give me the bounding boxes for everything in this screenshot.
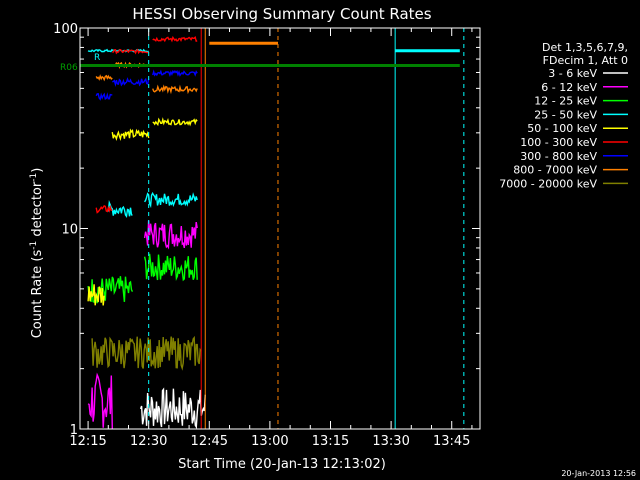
timestamp: 20-Jan-2013 12:56 bbox=[561, 469, 636, 478]
y-tick-label: 100 bbox=[53, 22, 78, 37]
series-2-segment-2 bbox=[143, 220, 198, 250]
x-tick-label: 12:30 bbox=[130, 434, 167, 449]
x-tick-label: 13:15 bbox=[312, 434, 349, 449]
series-5-segment-1 bbox=[87, 284, 105, 306]
series-5-segment-3 bbox=[152, 117, 198, 127]
x-tick-label: 12:45 bbox=[191, 434, 228, 449]
marker-label-r: R bbox=[94, 53, 100, 63]
plot-frame bbox=[79, 27, 481, 430]
x-tick-label: 13:30 bbox=[372, 434, 409, 449]
legend-label: 12 - 25 keV bbox=[534, 95, 597, 108]
y-tick-label: 10 bbox=[61, 223, 78, 238]
series-7-segment-2 bbox=[112, 77, 150, 87]
y-axis-label: Count Rate (s-1 detector-1) bbox=[29, 168, 45, 339]
legend-label: 6 - 12 keV bbox=[541, 81, 597, 94]
series-7-segment-1 bbox=[95, 92, 113, 101]
series-6-segment-1 bbox=[95, 204, 113, 214]
legend-label: 25 - 50 keV bbox=[534, 108, 597, 121]
axis-ticks: 12:15 12:30 12:45 13:00 13:15 13:30 13:45 1 10 10… bbox=[53, 22, 480, 449]
x-tick-label: 12:15 bbox=[69, 434, 106, 449]
series-8-segment-3 bbox=[152, 84, 198, 95]
series-3-segment-2 bbox=[143, 253, 198, 282]
legend-title-1: Det 1,3,5,6,7,9, bbox=[542, 41, 628, 54]
series-5-segment-2 bbox=[111, 128, 150, 142]
chart-title: HESSI Observing Summary Count Rates bbox=[132, 5, 431, 23]
y-tick-label: 1 bbox=[70, 423, 78, 438]
legend-label: 100 - 300 keV bbox=[520, 136, 597, 149]
series-2-segment-1 bbox=[87, 372, 113, 429]
series-layer bbox=[87, 35, 460, 430]
series-6-segment-2 bbox=[112, 48, 149, 55]
series-9-segment-1 bbox=[91, 335, 202, 371]
legend-label: 300 - 800 keV bbox=[520, 150, 597, 163]
series-8-segment-1 bbox=[95, 74, 113, 82]
x-tick-label: 13:45 bbox=[433, 434, 470, 449]
legend-label: 50 - 100 keV bbox=[527, 122, 597, 135]
legend-label: 7000 - 20000 keV bbox=[499, 177, 597, 190]
series-1-segment-1 bbox=[139, 387, 206, 430]
series-4-segment-2 bbox=[107, 200, 133, 219]
x-axis-label: Start Time (20-Jan-13 12:13:02) bbox=[178, 457, 386, 472]
series-6-segment-3 bbox=[152, 35, 198, 43]
legend-title-2: FDecim 1, Att 0 bbox=[543, 54, 628, 67]
legend: Det 1,3,5,6,7,9, FDecim 1, Att 0 3 - 6 k… bbox=[499, 41, 628, 190]
x-tick-label: 13:00 bbox=[251, 434, 288, 449]
series-7-segment-3 bbox=[152, 69, 198, 78]
legend-label: 800 - 7000 keV bbox=[513, 164, 597, 177]
series-4-segment-3 bbox=[144, 191, 198, 209]
legend-label: 3 - 6 keV bbox=[548, 67, 597, 80]
marker-label-r06: R06 bbox=[60, 63, 78, 73]
